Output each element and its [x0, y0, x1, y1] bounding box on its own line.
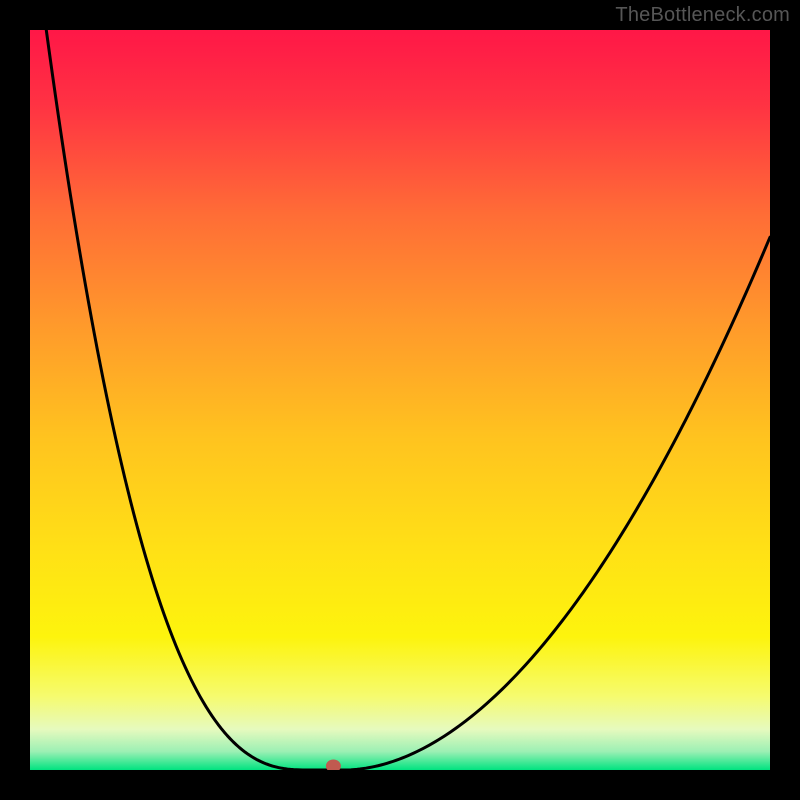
bottleneck-plot — [0, 0, 800, 800]
watermark-text: TheBottleneck.com — [615, 4, 790, 27]
